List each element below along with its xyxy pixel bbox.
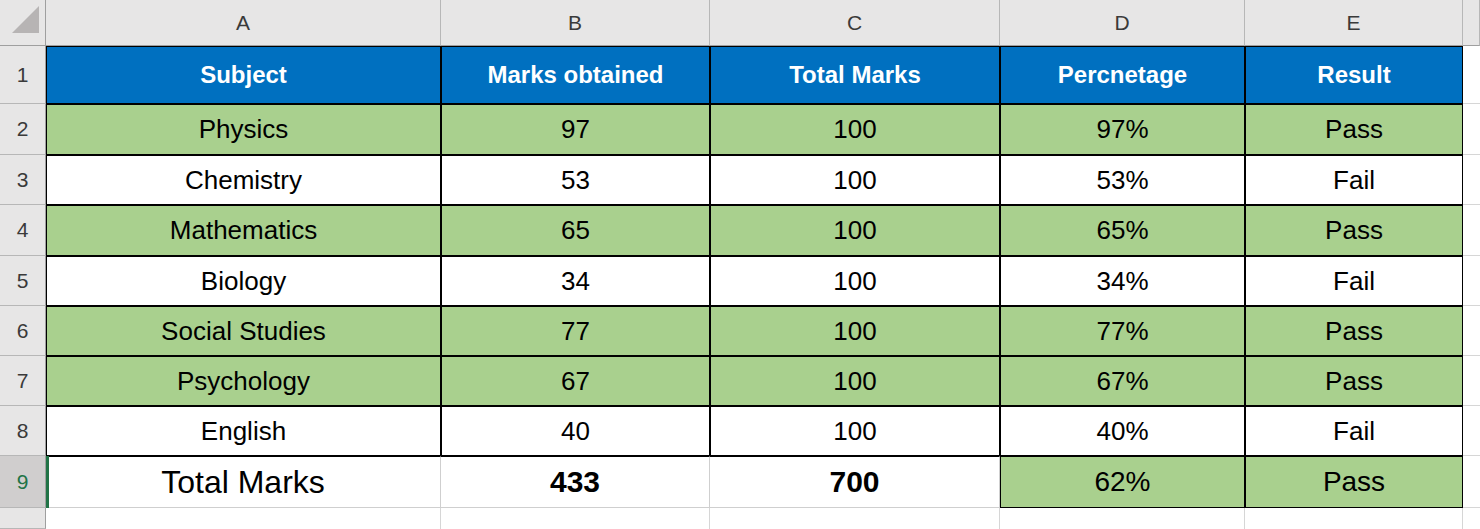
cell-b2[interactable]: 97 [441, 104, 710, 155]
cell-c5[interactable]: 100 [710, 256, 1000, 306]
cell-a1-subject-header[interactable]: Subject [46, 46, 441, 104]
cell-b6[interactable]: 77 [441, 306, 710, 356]
cell-e10-empty[interactable] [1245, 508, 1463, 529]
column-header-f-partial[interactable] [1463, 0, 1480, 46]
cell-a2[interactable]: Physics [46, 104, 441, 155]
cell-e9-total-result[interactable]: Pass [1245, 456, 1463, 508]
row-header-9-selected[interactable]: 9 [0, 456, 46, 508]
cell-a9-total-label[interactable]: Total Marks [46, 456, 441, 508]
cell-c1-total-marks-header[interactable]: Total Marks [710, 46, 1000, 104]
cell-c6[interactable]: 100 [710, 306, 1000, 356]
cell-b1-marks-obtained-header[interactable]: Marks obtained [441, 46, 710, 104]
cell-e5[interactable]: Fail [1245, 256, 1463, 306]
cell-d5[interactable]: 34% [1000, 256, 1245, 306]
spreadsheet: A B C D E 1 2 3 4 5 6 7 8 9 Subject Mark… [0, 0, 1480, 529]
row-header-3[interactable]: 3 [0, 155, 46, 205]
row-header-1[interactable]: 1 [0, 46, 46, 104]
cell-a3[interactable]: Chemistry [46, 155, 441, 205]
column-header-d[interactable]: D [1000, 0, 1245, 46]
cell-f3-empty[interactable] [1463, 155, 1480, 205]
cell-b5[interactable]: 34 [441, 256, 710, 306]
select-all-corner[interactable] [0, 0, 46, 46]
cell-e1-result-header[interactable]: Result [1245, 46, 1463, 104]
cell-c9-total-marks[interactable]: 700 [710, 456, 1000, 508]
cell-d6[interactable]: 77% [1000, 306, 1245, 356]
cell-d10-empty[interactable] [1000, 508, 1245, 529]
cell-a4[interactable]: Mathematics [46, 205, 441, 256]
cell-e6[interactable]: Pass [1245, 306, 1463, 356]
row-header-7[interactable]: 7 [0, 356, 46, 406]
cell-a7[interactable]: Psychology [46, 356, 441, 406]
cell-d2[interactable]: 97% [1000, 104, 1245, 155]
cell-c7[interactable]: 100 [710, 356, 1000, 406]
cell-f6-empty[interactable] [1463, 306, 1480, 356]
active-cell-selection-border [46, 456, 49, 508]
row-header-5[interactable]: 5 [0, 256, 46, 306]
select-all-triangle-icon [12, 6, 39, 33]
cell-d4[interactable]: 65% [1000, 205, 1245, 256]
cell-d3[interactable]: 53% [1000, 155, 1245, 205]
cell-a6[interactable]: Social Studies [46, 306, 441, 356]
cell-e3[interactable]: Fail [1245, 155, 1463, 205]
cell-a10-empty[interactable] [46, 508, 441, 529]
row-header-8[interactable]: 8 [0, 406, 46, 456]
row-header-2[interactable]: 2 [0, 104, 46, 155]
cell-f8-empty[interactable] [1463, 406, 1480, 456]
row-header-4[interactable]: 4 [0, 205, 46, 256]
cell-f2-empty[interactable] [1463, 104, 1480, 155]
cell-f9-empty[interactable] [1463, 456, 1480, 508]
cell-d7[interactable]: 67% [1000, 356, 1245, 406]
cell-f4-empty[interactable] [1463, 205, 1480, 256]
row-header-10-partial[interactable] [0, 508, 46, 529]
cell-d1-percentage-header[interactable]: Percnetage [1000, 46, 1245, 104]
cell-b9-total-marks-obtained[interactable]: 433 [441, 456, 710, 508]
cell-c8[interactable]: 100 [710, 406, 1000, 456]
cell-d9-total-percentage[interactable]: 62% [1000, 456, 1245, 508]
cell-b7[interactable]: 67 [441, 356, 710, 406]
cell-a5[interactable]: Biology [46, 256, 441, 306]
cell-e4[interactable]: Pass [1245, 205, 1463, 256]
cell-d8[interactable]: 40% [1000, 406, 1245, 456]
cell-b4[interactable]: 65 [441, 205, 710, 256]
cell-e2[interactable]: Pass [1245, 104, 1463, 155]
cell-f7-empty[interactable] [1463, 356, 1480, 406]
cell-f1-empty[interactable] [1463, 46, 1480, 104]
cell-c4[interactable]: 100 [710, 205, 1000, 256]
cell-c10-empty[interactable] [710, 508, 1000, 529]
cell-c3[interactable]: 100 [710, 155, 1000, 205]
cell-e7[interactable]: Pass [1245, 356, 1463, 406]
column-header-b[interactable]: B [441, 0, 710, 46]
cell-c2[interactable]: 100 [710, 104, 1000, 155]
column-header-c[interactable]: C [710, 0, 1000, 46]
column-header-e[interactable]: E [1245, 0, 1463, 46]
cell-a8[interactable]: English [46, 406, 441, 456]
cell-b10-empty[interactable] [441, 508, 710, 529]
cell-f5-empty[interactable] [1463, 256, 1480, 306]
cell-e8[interactable]: Fail [1245, 406, 1463, 456]
row-header-6[interactable]: 6 [0, 306, 46, 356]
cell-b3[interactable]: 53 [441, 155, 710, 205]
column-header-a[interactable]: A [46, 0, 441, 46]
cell-b8[interactable]: 40 [441, 406, 710, 456]
